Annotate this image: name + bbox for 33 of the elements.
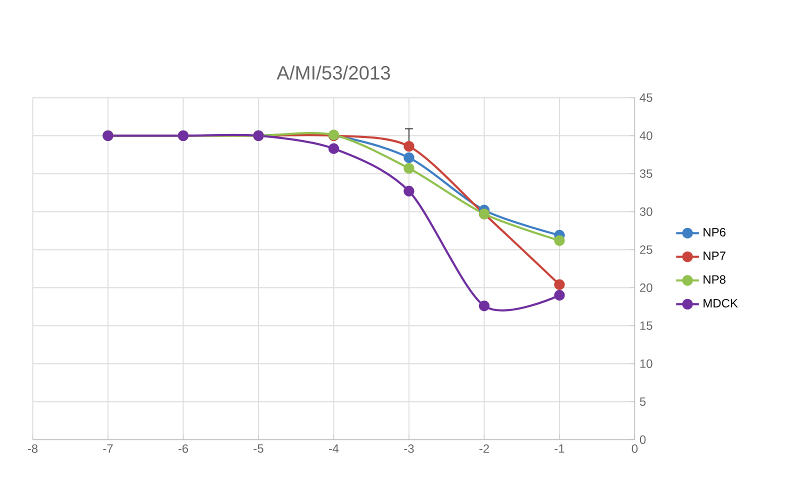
point: [404, 163, 414, 174]
y-tick-label: 40: [640, 131, 652, 140]
y-tick-label: 30: [640, 207, 652, 216]
point: [404, 186, 414, 196]
legend-label: NP6: [704, 228, 726, 236]
x-tick-label: 0: [632, 444, 638, 453]
point: [554, 235, 565, 246]
x-tick-label: -8: [28, 444, 38, 453]
y-tick-label: 25: [640, 245, 652, 254]
x-tick-label: -5: [254, 444, 264, 453]
x-tick-label: -2: [479, 444, 489, 453]
x-tick-label: -6: [178, 444, 188, 453]
point: [478, 300, 490, 312]
y-tick-label: 35: [640, 169, 652, 178]
point: [554, 290, 565, 301]
x-tick-label: -4: [328, 444, 339, 453]
y-tick-label: 15: [640, 321, 652, 330]
x-tick-label: -3: [404, 444, 414, 453]
y-tick-label: 10: [640, 359, 652, 368]
chart-title: A/MI/53/2013: [276, 66, 390, 80]
legend-label: MDCK: [704, 298, 738, 308]
y-tick-label: 5: [640, 397, 646, 406]
y-tick-label: 45: [640, 93, 652, 102]
point: [328, 143, 340, 154]
y-tick-label: 0: [640, 435, 646, 444]
x-tick-label: -1: [554, 444, 564, 453]
legend-label: NP8: [704, 275, 726, 284]
point: [554, 279, 565, 290]
x-tick-label: -7: [103, 444, 113, 453]
point: [404, 152, 414, 164]
y-tick-label: 20: [640, 283, 652, 292]
point: [404, 140, 414, 152]
legend-label: NP7: [704, 252, 726, 260]
